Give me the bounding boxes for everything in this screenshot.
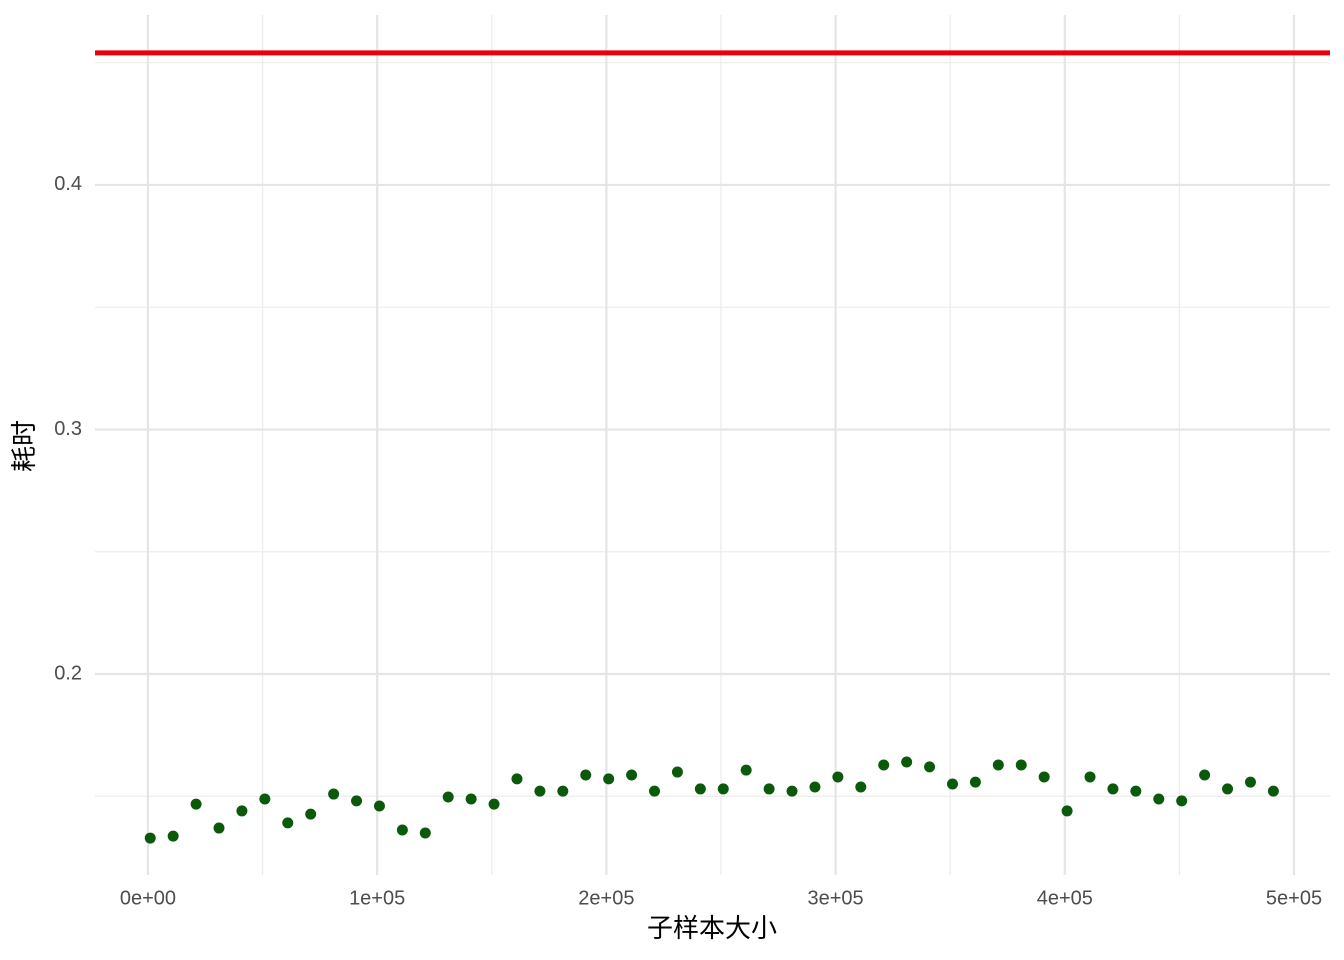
point — [626, 769, 638, 781]
x-tick-label: 4e+05 — [1037, 887, 1093, 909]
x-axis-title: 子样本大小 — [647, 913, 777, 943]
point — [442, 791, 454, 803]
y-tick-label: 0.3 — [54, 418, 82, 440]
x-tick-label: 5e+05 — [1266, 887, 1322, 909]
point — [236, 805, 248, 817]
point — [992, 759, 1004, 771]
point — [924, 761, 936, 773]
point — [351, 795, 363, 807]
point — [786, 785, 798, 797]
point — [946, 778, 958, 790]
point — [717, 783, 729, 795]
point — [1015, 759, 1027, 771]
point — [1061, 805, 1073, 817]
point — [809, 781, 821, 793]
point — [1153, 793, 1165, 805]
point — [190, 798, 202, 810]
point — [488, 798, 500, 810]
y-tick-label: 0.2 — [54, 662, 82, 684]
point — [396, 824, 408, 836]
point — [534, 785, 546, 797]
point — [1130, 785, 1142, 797]
point — [1084, 771, 1096, 783]
point — [1267, 785, 1279, 797]
point — [1222, 783, 1234, 795]
y-tick-label: 0.4 — [54, 173, 82, 195]
point — [1038, 771, 1050, 783]
x-tick-label: 2e+05 — [578, 887, 634, 909]
x-tick-label: 1e+05 — [349, 887, 405, 909]
point — [671, 766, 683, 778]
point — [901, 756, 913, 768]
point — [1244, 776, 1256, 788]
point — [144, 832, 156, 844]
point — [259, 793, 271, 805]
point — [557, 785, 569, 797]
point — [167, 830, 179, 842]
point — [1107, 783, 1119, 795]
point — [1176, 795, 1188, 807]
point — [328, 788, 340, 800]
point — [1199, 769, 1211, 781]
point — [878, 759, 890, 771]
point — [465, 793, 477, 805]
point — [305, 808, 317, 820]
point — [213, 822, 225, 834]
point — [855, 781, 867, 793]
point — [649, 785, 661, 797]
point — [373, 800, 385, 812]
point — [969, 776, 981, 788]
point — [740, 764, 752, 776]
point — [511, 773, 523, 785]
x-tick-label: 3e+05 — [808, 887, 864, 909]
x-tick-label: 0e+00 — [120, 887, 176, 909]
point — [694, 783, 706, 795]
point — [832, 771, 844, 783]
y-axis-title: 耗时 — [9, 420, 39, 472]
point — [282, 817, 294, 829]
point — [419, 827, 431, 839]
point — [763, 783, 775, 795]
point — [603, 773, 615, 785]
point — [580, 769, 592, 781]
